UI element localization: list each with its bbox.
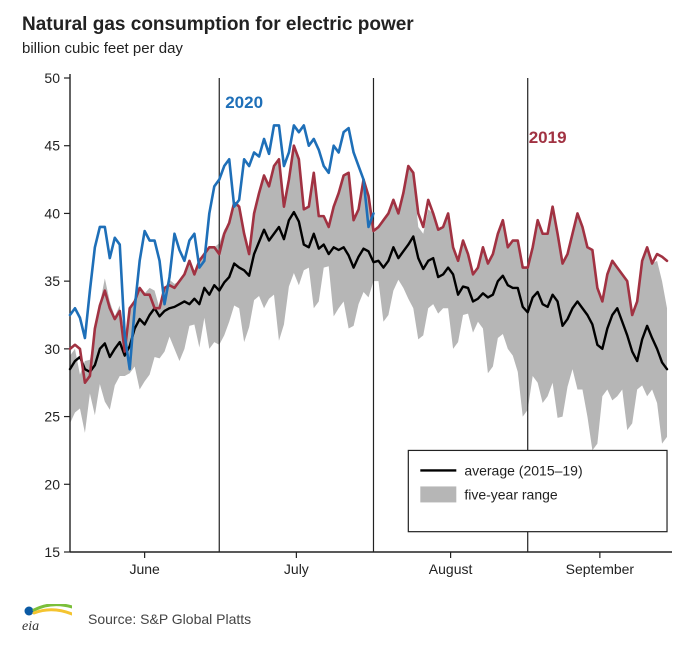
x-tick-label: July	[284, 561, 309, 577]
chart-container: Natural gas consumption for electric pow…	[0, 0, 697, 652]
y-tick-label: 35	[44, 273, 60, 289]
legend-label: average (2015–19)	[464, 462, 582, 478]
legend-swatch-icon	[420, 486, 456, 502]
line-chart: 15 20 25 30 35 40 45 50 June July August September 2…	[0, 0, 697, 652]
y-tick-label: 15	[44, 544, 60, 560]
y-tick-label: 20	[44, 476, 60, 492]
svg-text:eia: eia	[22, 619, 39, 634]
y-tick-label: 50	[44, 70, 60, 86]
eia-logo: eia	[22, 604, 72, 634]
source-text: Source: S&P Global Platts	[88, 611, 251, 627]
x-tick-label: June	[129, 561, 160, 577]
series-annotation: 2019	[529, 128, 567, 147]
y-tick-label: 45	[44, 138, 60, 154]
x-tick-label: September	[566, 561, 635, 577]
legend-label: five-year range	[464, 486, 558, 502]
x-tick-label: August	[429, 561, 473, 577]
series-annotation: 2020	[225, 93, 263, 112]
chart-footer: eia Source: S&P Global Platts	[22, 604, 675, 634]
y-tick-label: 40	[44, 205, 60, 221]
chart-title: Natural gas consumption for electric pow…	[22, 14, 414, 36]
y-tick-label: 30	[44, 341, 60, 357]
chart-subtitle: billion cubic feet per day	[22, 40, 183, 57]
y-tick-label: 25	[44, 409, 60, 425]
